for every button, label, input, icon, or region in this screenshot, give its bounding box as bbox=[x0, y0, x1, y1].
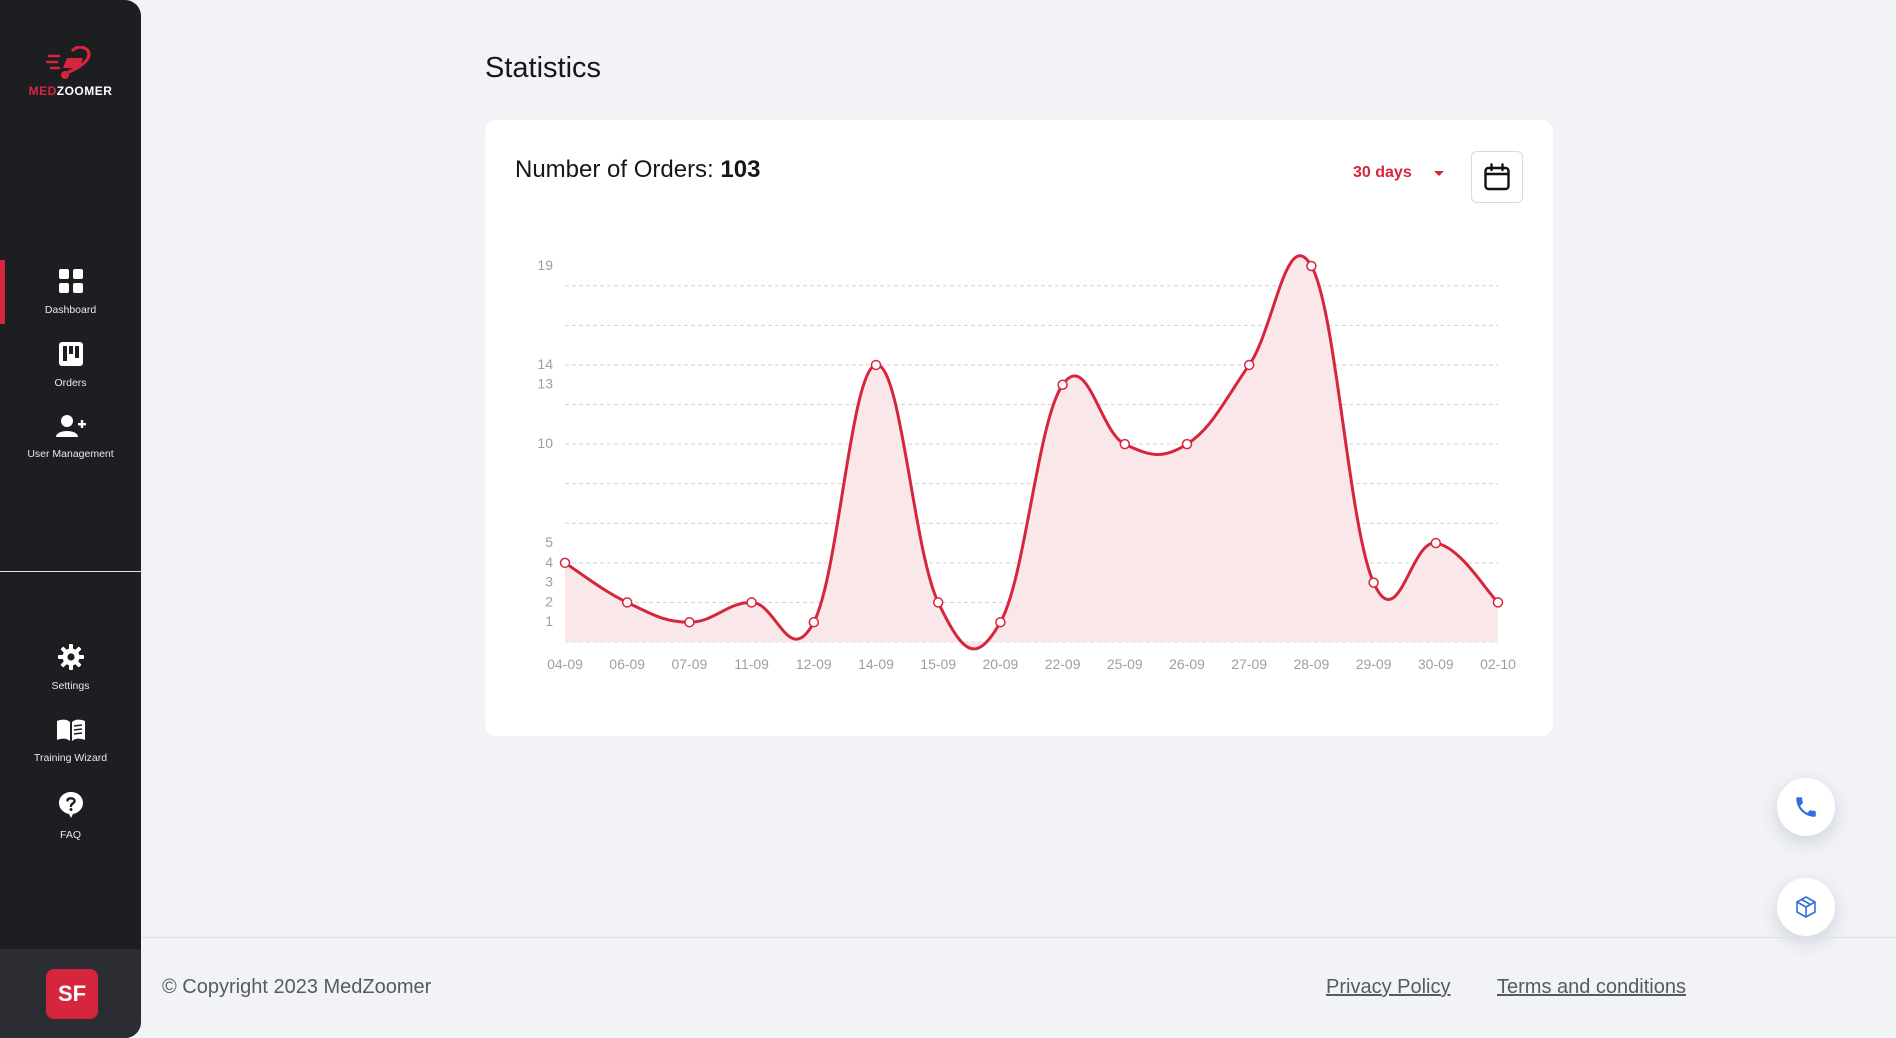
x-tick-label: 30-09 bbox=[1418, 656, 1454, 672]
privacy-policy-link[interactable]: Privacy Policy bbox=[1326, 976, 1451, 998]
x-tick-label: 22-09 bbox=[1045, 656, 1081, 672]
sidebar-item-label: Training Wizard bbox=[33, 752, 108, 764]
x-tick-label: 04-09 bbox=[547, 656, 583, 672]
copyright-text: © Copyright 2023 MedZoomer bbox=[162, 976, 432, 998]
data-point bbox=[684, 616, 695, 628]
book-icon bbox=[56, 719, 85, 741]
orders-count-value: 103 bbox=[720, 156, 761, 183]
y-tick-label: 5 bbox=[545, 534, 553, 550]
y-tick-label: 13 bbox=[537, 376, 553, 392]
x-tick-label: 20-09 bbox=[982, 656, 1018, 672]
y-tick-label: 4 bbox=[545, 554, 553, 570]
orders-chart-card: Number of Orders: 103 30 days 1 2 3 4 5 10 13 1… bbox=[485, 120, 1553, 736]
data-point bbox=[1306, 260, 1317, 272]
box-icon bbox=[1796, 896, 1816, 918]
calendar-icon bbox=[1484, 163, 1510, 191]
x-tick-label: 06-09 bbox=[609, 656, 645, 672]
data-point bbox=[995, 616, 1006, 628]
sidebar-item-user-management[interactable]: User Management bbox=[0, 414, 141, 462]
kanban-icon bbox=[58, 342, 83, 366]
x-tick-label: 15-09 bbox=[920, 656, 956, 672]
sidebar-item-label: FAQ bbox=[59, 829, 81, 841]
package-button[interactable] bbox=[1777, 878, 1835, 936]
x-tick-label: 07-09 bbox=[671, 656, 707, 672]
data-point bbox=[870, 359, 882, 371]
sidebar-item-faq[interactable]: FAQ bbox=[0, 791, 141, 843]
data-point bbox=[932, 597, 944, 608]
data-point bbox=[746, 597, 757, 608]
orders-count-label: Number of Orders: bbox=[515, 156, 714, 183]
logo-wordmark: MEDZOOMER bbox=[28, 84, 113, 98]
x-tick-label: 26-09 bbox=[1169, 656, 1205, 672]
data-point bbox=[1181, 438, 1193, 450]
sidebar-divider bbox=[0, 571, 141, 572]
scooter-logo-icon bbox=[45, 46, 91, 79]
data-point bbox=[1430, 537, 1442, 549]
x-tick-label: 11-09 bbox=[734, 656, 769, 672]
logo[interactable]: MEDZOOMER bbox=[0, 46, 141, 98]
card-title: Number of Orders: 103 bbox=[515, 156, 760, 184]
data-point bbox=[1057, 379, 1068, 390]
sidebar-item-label: User Management bbox=[27, 448, 114, 460]
sidebar-item-dashboard[interactable]: Dashboard bbox=[0, 260, 141, 324]
sidebar-item-label: Settings bbox=[51, 680, 90, 692]
series-area bbox=[565, 255, 1498, 649]
series-line bbox=[564, 254, 1500, 651]
orders-area-chart: 1 2 3 4 5 10 13 14 19 04-09 06-09 07-09 11-09 12-09 14… bbox=[537, 254, 1516, 672]
sidebar-item-training-wizard[interactable]: Training Wizard bbox=[0, 718, 141, 766]
gear-icon bbox=[57, 644, 84, 670]
x-tick-label: 29-09 bbox=[1356, 656, 1392, 672]
add-user-icon bbox=[55, 415, 86, 437]
sidebar-item-label: Dashboard bbox=[44, 304, 97, 316]
grid-icon bbox=[58, 269, 83, 293]
data-point bbox=[559, 557, 571, 569]
sidebar-item-settings[interactable]: Settings bbox=[0, 644, 141, 694]
y-tick-label: 3 bbox=[545, 574, 553, 590]
help-bubble-icon bbox=[58, 792, 83, 818]
data-point bbox=[1368, 577, 1379, 588]
sidebar: MEDZOOMER Dashboard Orders User Manageme… bbox=[0, 0, 141, 1038]
y-tick-label: 2 bbox=[545, 593, 553, 609]
data-point bbox=[621, 597, 633, 608]
data-point bbox=[1119, 438, 1131, 450]
x-tick-label: 02-10 bbox=[1480, 656, 1516, 672]
x-tick-label: 25-09 bbox=[1107, 656, 1143, 672]
data-point bbox=[1243, 359, 1255, 371]
page-title: Statistics bbox=[485, 52, 602, 84]
range-dropdown[interactable]: 30 days bbox=[1353, 164, 1444, 182]
data-point bbox=[1492, 597, 1504, 608]
x-tick-label: 12-09 bbox=[796, 656, 832, 672]
y-tick-label: 1 bbox=[545, 613, 553, 629]
caret-down-icon bbox=[1433, 170, 1444, 176]
sidebar-item-orders[interactable]: Orders bbox=[0, 341, 141, 391]
footer-divider bbox=[141, 937, 1896, 938]
y-tick-label: 19 bbox=[537, 257, 553, 273]
calendar-button[interactable] bbox=[1471, 151, 1523, 203]
sidebar-item-label: Orders bbox=[54, 377, 87, 389]
sidebar-user-area: SF bbox=[0, 949, 141, 1038]
terms-link[interactable]: Terms and conditions bbox=[1497, 976, 1686, 998]
avatar[interactable]: SF bbox=[46, 969, 98, 1019]
phone-icon bbox=[1796, 797, 1816, 817]
x-tick-label: 27-09 bbox=[1231, 656, 1267, 672]
data-point bbox=[808, 616, 820, 628]
x-tick-label: 14-09 bbox=[858, 656, 894, 672]
y-tick-label: 14 bbox=[537, 356, 553, 372]
range-dropdown-label: 30 days bbox=[1353, 164, 1412, 181]
y-tick-label: 10 bbox=[537, 435, 553, 451]
x-tick-label: 28-09 bbox=[1293, 656, 1329, 672]
call-button[interactable] bbox=[1777, 778, 1835, 836]
